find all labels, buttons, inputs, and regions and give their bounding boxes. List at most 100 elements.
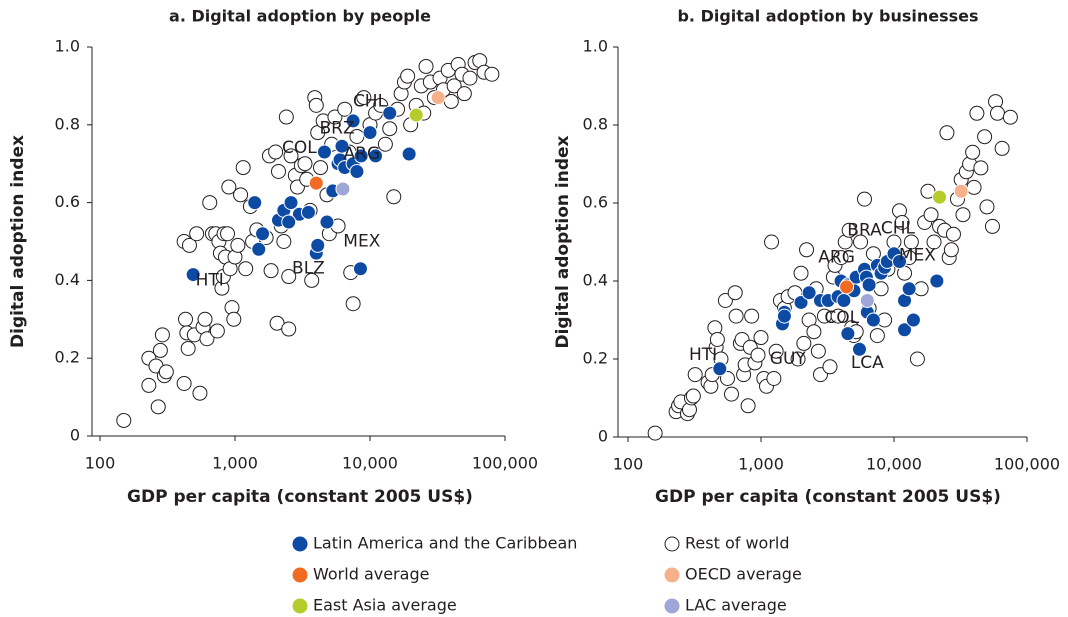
data-point [158,364,174,380]
data-point [352,261,368,277]
data-point [270,163,286,179]
data-point [345,113,361,129]
data-point [984,218,1000,234]
data-point [1002,109,1018,125]
point-label: ARG [344,144,381,164]
y-tick-label: 0.2 [55,348,80,367]
data-point [853,234,869,250]
data-point [851,341,867,357]
legend-label: LAC average [685,596,787,615]
data-point [116,412,132,428]
data-point [768,343,784,359]
data-point [905,312,921,328]
data-point [220,226,236,242]
data-point [281,269,297,285]
data-point [308,175,324,191]
y-tick-label: 0 [70,426,80,445]
point-label: HTI [689,345,717,365]
data-point [901,281,917,297]
data-point [319,214,335,230]
y-tick-label: 0.2 [583,349,608,368]
data-point [141,377,157,393]
data-point [152,342,168,358]
data-point [443,93,459,109]
data-point [744,308,760,324]
data-point [209,323,225,339]
data-point [799,242,815,258]
data-point [349,163,365,179]
x-tick-label: 1,000 [212,454,258,473]
data-point [869,328,885,344]
data-point [894,215,910,230]
data-point [753,330,769,346]
data-point [712,361,728,377]
data-point [727,285,743,301]
data-point [430,90,446,106]
data-point [861,277,877,293]
data-point [839,279,855,295]
data-point [456,86,472,102]
data-point [327,109,343,125]
data-point [903,234,919,250]
data-point [368,148,384,164]
point-label: CHL [353,91,388,111]
data-point [230,237,246,253]
x-tick-label: 10,000 [342,454,398,473]
legend-label: East Asia average [313,596,457,615]
point-label: COL [282,138,317,158]
data-point [709,332,725,347]
data-point [308,97,324,113]
data-point [310,237,326,253]
legend-marker [292,536,308,552]
point-label: GUY [770,349,807,369]
chart-title: b. Digital adoption by businesses [677,7,978,26]
legend-marker [664,598,680,614]
data-point [892,254,908,269]
legend-label: World average [313,565,429,584]
data-point [926,234,942,250]
data-point [276,234,292,249]
x-tick-label: 100 [613,455,644,474]
legend-marker [292,567,308,583]
data-point [989,105,1005,121]
data-point [806,324,822,340]
data-point [185,267,201,283]
legend-label: Latin America and the Caribbean [313,534,577,553]
data-point [969,105,985,121]
data-point [150,399,166,415]
data-point [337,101,353,117]
data-point [929,273,945,289]
point-label: HTI [196,270,224,290]
data-point [189,226,205,242]
data-point [233,187,249,203]
data-point [647,425,663,441]
data-point [717,293,733,308]
point-label: MEX [899,246,936,266]
data-point [955,207,971,223]
data-point [462,70,478,86]
data-point [300,204,316,220]
data-point [750,347,766,363]
data-point [382,105,398,121]
x-tick-label: 10,000 [866,455,922,474]
data-point [790,351,806,367]
data-point [801,285,817,301]
data-point [197,311,213,327]
data-point [283,148,299,164]
data-point [281,214,297,230]
data-point [764,234,780,250]
data-point [833,250,849,266]
y-axis-label: Digital adoption index [553,135,573,348]
data-point [810,343,826,359]
data-point [840,326,856,342]
x-axis-label: GDP per capita (constant 2005 US$) [127,487,473,507]
data-point [281,321,297,337]
x-tick-label: 100,000 [994,455,1060,474]
data-point [943,242,959,258]
data-point [221,179,237,195]
y-tick-label: 0.4 [55,270,80,289]
data-point [335,181,351,197]
data-point [766,371,782,386]
data-point [180,340,196,356]
data-point [268,144,284,160]
